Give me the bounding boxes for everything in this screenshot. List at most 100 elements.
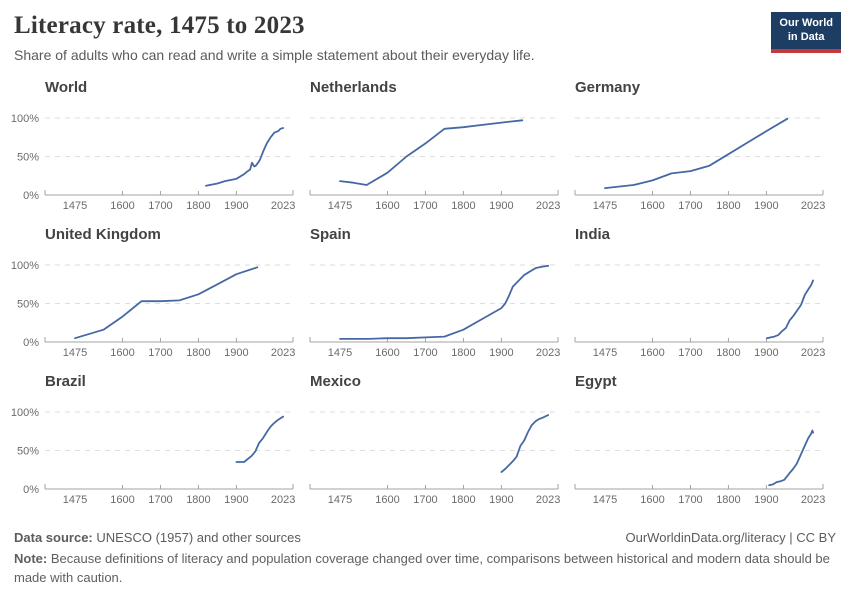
- facet-chart-spain: 1475 1600 1700 1800 1900 2023: [309, 264, 560, 359]
- x-tick-label: 1800: [186, 494, 210, 506]
- x-tick-label: 2023: [536, 200, 560, 212]
- y-tick-label: 0%: [23, 337, 39, 349]
- y-tick-label: 0%: [23, 484, 39, 496]
- x-tick-label: 1800: [716, 347, 740, 359]
- facet-chart-brazil: 1475 1600 1700 1800 1900 2023 0% 50% 100%: [11, 407, 296, 506]
- facet-chart-united-kingdom: 1475 1600 1700 1800 1900 2023 0% 50% 100%: [11, 260, 296, 359]
- y-tick-label: 50%: [17, 446, 39, 458]
- x-tick-label: 2023: [801, 347, 825, 359]
- x-tick-label: 1475: [593, 494, 617, 506]
- x-tick-label: 1800: [186, 200, 210, 212]
- literacy-line-spain: [339, 264, 550, 340]
- facet-title: United Kingdom: [45, 226, 161, 243]
- facet-chart-netherlands: 1475 1600 1700 1800 1900 2023: [309, 117, 560, 212]
- data-source-label: Data source:: [14, 530, 93, 545]
- x-tick-label: 1800: [186, 347, 210, 359]
- literacy-line-india: [765, 279, 815, 340]
- x-tick-label: 1700: [148, 347, 172, 359]
- x-tick-label: 1600: [110, 347, 134, 359]
- x-tick-label: 1800: [451, 347, 475, 359]
- x-tick-label: 1600: [640, 200, 664, 212]
- x-tick-label: 1900: [489, 200, 513, 212]
- x-tick-label: 1700: [413, 200, 437, 212]
- x-tick-label: 2023: [271, 200, 295, 212]
- x-tick-label: 1475: [63, 494, 87, 506]
- literacy-line-egypt: [768, 429, 815, 487]
- literacy-line-brazil: [235, 415, 285, 463]
- x-tick-label: 1900: [489, 347, 513, 359]
- x-tick-label: 1800: [451, 200, 475, 212]
- x-tick-label: 1600: [375, 200, 399, 212]
- facet-germany: Germany 1475 1600 1700 1800 1900 2023: [558, 79, 825, 226]
- x-tick-label: 2023: [536, 347, 560, 359]
- facet-title: World: [45, 79, 88, 96]
- facet-title: Spain: [310, 226, 351, 243]
- x-tick-label: 2023: [801, 200, 825, 212]
- y-tick-label: 0%: [23, 190, 39, 202]
- facet-title: Germany: [575, 79, 641, 96]
- x-tick-label: 1700: [678, 494, 702, 506]
- facet-chart-egypt: 1475 1600 1700 1800 1900 2023: [574, 411, 825, 506]
- x-tick-label: 1700: [413, 494, 437, 506]
- facet-title: Brazil: [45, 373, 86, 390]
- x-tick-label: 2023: [271, 494, 295, 506]
- x-tick-label: 1600: [375, 347, 399, 359]
- facet-chart-mexico: 1475 1600 1700 1800 1900 2023: [309, 411, 560, 506]
- y-tick-label: 100%: [11, 407, 39, 419]
- footnote: Note: Because definitions of literacy an…: [14, 550, 836, 588]
- y-tick-label: 100%: [11, 113, 39, 125]
- facet-title: Netherlands: [310, 79, 397, 96]
- x-tick-label: 1475: [63, 347, 87, 359]
- page-subtitle: Share of adults who can read and write a…: [14, 47, 535, 63]
- x-tick-label: 1475: [328, 200, 352, 212]
- small-multiples-grid: World 1475 1600 1700 1800 1900 2023 0% 50% 100% Ne…: [11, 79, 836, 520]
- owid-logo[interactable]: Our World in Data: [771, 12, 841, 53]
- x-tick-label: 1900: [754, 347, 778, 359]
- x-tick-label: 1800: [716, 494, 740, 506]
- x-tick-label: 1600: [640, 494, 664, 506]
- facet-title: Egypt: [575, 373, 617, 390]
- facet-united-kingdom: United Kingdom 1475 1600 1700 1800 1900 2023 0%…: [11, 226, 296, 373]
- footnote-label: Note:: [14, 551, 48, 566]
- facet-mexico: Mexico 1475 1600 1700 1800 1900 2023: [293, 373, 560, 520]
- owid-link[interactable]: OurWorldinData.org/literacy | CC BY: [625, 530, 836, 545]
- facet-spain: Spain 1475 1600 1700 1800 1900 2023: [293, 226, 560, 373]
- x-tick-label: 2023: [801, 494, 825, 506]
- x-tick-label: 1475: [328, 494, 352, 506]
- facet-chart-germany: 1475 1600 1700 1800 1900 2023: [574, 117, 825, 212]
- x-tick-label: 1700: [148, 494, 172, 506]
- x-tick-label: 1900: [224, 347, 248, 359]
- owid-logo-line1: Our World: [779, 17, 833, 29]
- x-tick-label: 1475: [328, 347, 352, 359]
- x-tick-label: 1900: [224, 494, 248, 506]
- x-tick-label: 1475: [593, 347, 617, 359]
- x-tick-label: 1600: [640, 347, 664, 359]
- data-source-text: UNESCO (1957) and other sources: [92, 530, 301, 545]
- facet-title: India: [575, 226, 611, 243]
- facet-egypt: Egypt 1475 1600 1700 1800 1900 2023: [558, 373, 825, 520]
- chart-footer: Data source: UNESCO (1957) and other sou…: [14, 530, 836, 588]
- facet-title: Mexico: [310, 373, 361, 390]
- data-source-line: Data source: UNESCO (1957) and other sou…: [14, 530, 301, 545]
- facet-world: World 1475 1600 1700 1800 1900 2023 0% 50% 100%: [11, 79, 296, 226]
- x-tick-label: 1475: [63, 200, 87, 212]
- literacy-line-united-kingdom: [74, 266, 259, 340]
- y-tick-label: 50%: [17, 299, 39, 311]
- footnote-text: Because definitions of literacy and popu…: [14, 551, 830, 585]
- x-tick-label: 1800: [716, 200, 740, 212]
- x-tick-label: 1700: [678, 347, 702, 359]
- facet-netherlands: Netherlands 1475 1600 1700 1800 1900 2023: [293, 79, 560, 226]
- page-title: Literacy rate, 1475 to 2023: [14, 12, 305, 39]
- facet-brazil: Brazil 1475 1600 1700 1800 1900 2023 0% 50% 100%: [11, 373, 296, 520]
- x-tick-label: 2023: [271, 347, 295, 359]
- y-tick-label: 100%: [11, 260, 39, 272]
- footer-source-row: Data source: UNESCO (1957) and other sou…: [14, 530, 836, 545]
- x-tick-label: 1600: [110, 494, 134, 506]
- facet-india: India 1475 1600 1700 1800 1900 2023: [558, 226, 825, 373]
- owid-logo-line2: in Data: [787, 30, 825, 43]
- x-tick-label: 1900: [754, 200, 778, 212]
- x-tick-label: 1900: [224, 200, 248, 212]
- facet-chart-india: 1475 1600 1700 1800 1900 2023: [574, 264, 825, 359]
- y-tick-label: 50%: [17, 152, 39, 164]
- x-tick-label: 1700: [148, 200, 172, 212]
